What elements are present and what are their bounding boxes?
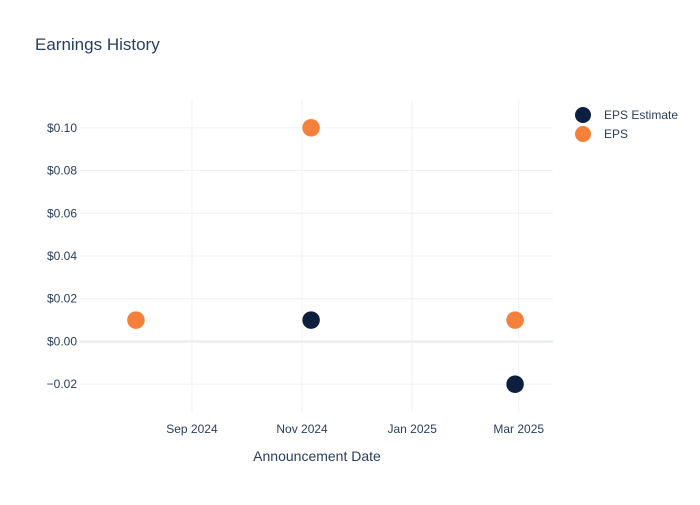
y-tick-label: $0.10 xyxy=(47,121,77,135)
eps-point xyxy=(126,310,146,330)
y-tick-label: −0.02 xyxy=(47,377,78,391)
legend-label: EPS Estimate xyxy=(604,108,678,122)
x-tick-label: Jan 2025 xyxy=(387,422,437,436)
legend-marker xyxy=(575,126,591,142)
legend-marker xyxy=(575,107,591,123)
y-tick-label: $0.08 xyxy=(47,164,77,178)
x-tick-label: Sep 2024 xyxy=(166,422,218,436)
y-tick-label: $0.06 xyxy=(47,206,77,220)
eps-point xyxy=(505,310,525,330)
x-tick-label: Mar 2025 xyxy=(493,422,544,436)
eps-point xyxy=(301,118,321,138)
x-axis-ticks: Sep 2024 Nov 2024 Jan 2025 Mar 2025 xyxy=(166,422,544,436)
grid-layer xyxy=(80,100,553,412)
eps-estimate-point xyxy=(505,374,525,394)
legend-item-eps[interactable]: EPS xyxy=(575,126,628,142)
data-points xyxy=(126,118,525,394)
y-tick-label: $0.02 xyxy=(47,292,77,306)
y-tick-label: $0.00 xyxy=(47,334,77,348)
legend-item-eps-estimate[interactable]: EPS Estimate xyxy=(575,107,678,123)
y-axis-ticks: $0.10 $0.08 $0.06 $0.04 $0.02 $0.00 −0.02 xyxy=(47,121,78,391)
x-tick-label: Nov 2024 xyxy=(276,422,328,436)
y-tick-label: $0.04 xyxy=(47,249,77,263)
x-axis-title: Announcement Date xyxy=(253,448,381,464)
chart-title: Earnings History xyxy=(35,35,160,54)
eps-estimate-point xyxy=(301,310,321,330)
legend[interactable]: EPS Estimate EPS xyxy=(575,107,678,142)
legend-label: EPS xyxy=(604,127,628,141)
